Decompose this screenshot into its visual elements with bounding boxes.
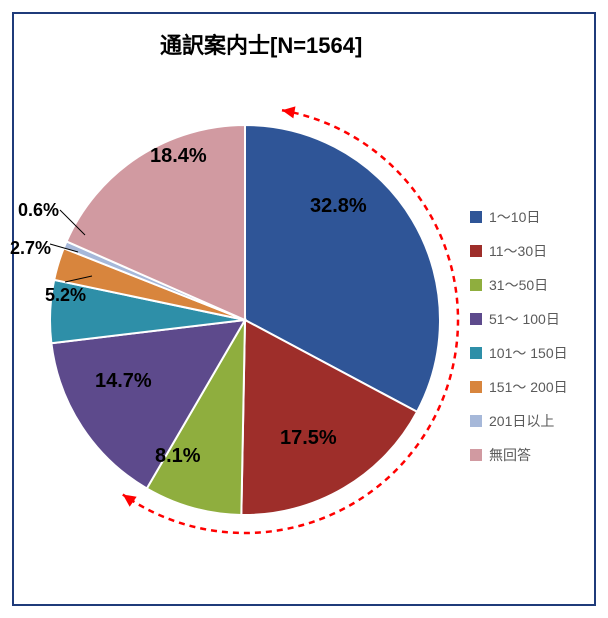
legend-label: 51～ 100日	[489, 309, 560, 329]
legend: 1～10日 11～30日 31～50日 51～ 100日 101～ 150日 151～ 2…	[470, 207, 568, 479]
legend-item: 201日以上	[470, 411, 568, 431]
data-label: 17.5%	[280, 427, 337, 450]
legend-swatch	[470, 449, 482, 461]
legend-swatch	[470, 347, 482, 359]
legend-label: 31～50日	[489, 275, 548, 295]
legend-item: 1～10日	[470, 207, 568, 227]
legend-swatch	[470, 245, 482, 257]
data-label: 2.7%	[10, 238, 51, 259]
data-label: 0.6%	[18, 200, 59, 221]
legend-item: 101～ 150日	[470, 343, 568, 363]
data-label: 5.2%	[45, 285, 86, 306]
legend-item: 無回答	[470, 445, 568, 465]
data-label: 14.7%	[95, 370, 152, 393]
legend-item: 11～30日	[470, 241, 568, 261]
legend-label: 11～30日	[489, 241, 547, 261]
chart-frame: 通訳案内士[N=1564] 1～10日11～30日31～50日51～ 100日1…	[0, 0, 608, 618]
legend-label: 無回答	[489, 445, 531, 465]
legend-label: 101～ 150日	[489, 343, 568, 363]
legend-swatch	[470, 313, 482, 325]
legend-label: 201日以上	[489, 411, 554, 431]
legend-swatch	[470, 415, 482, 427]
data-label: 32.8%	[310, 195, 367, 218]
legend-item: 51～ 100日	[470, 309, 568, 329]
legend-item: 151～ 200日	[470, 377, 568, 397]
legend-swatch	[470, 381, 482, 393]
legend-label: 151～ 200日	[489, 377, 568, 397]
data-label: 18.4%	[150, 145, 207, 168]
legend-item: 31～50日	[470, 275, 568, 295]
legend-swatch	[470, 279, 482, 291]
data-label: 8.1%	[155, 445, 201, 468]
legend-label: 1～10日	[489, 207, 540, 227]
legend-swatch	[470, 211, 482, 223]
